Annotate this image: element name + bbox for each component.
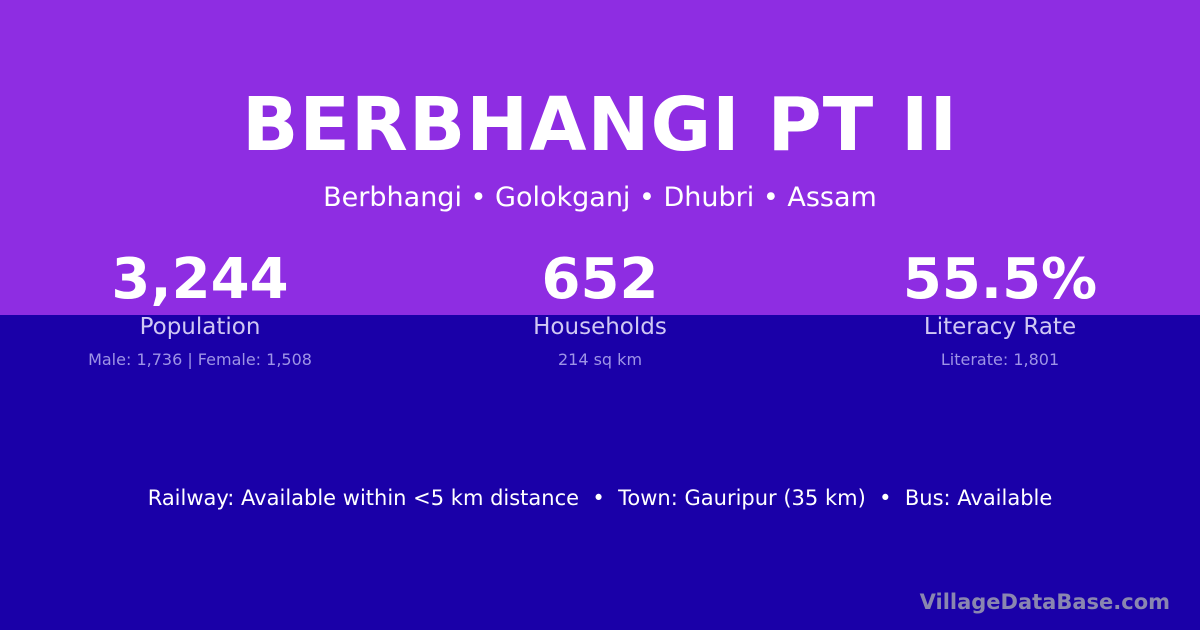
location-breadcrumb: Berbhangi • Golokganj • Dhubri • Assam [323, 182, 877, 213]
stat-detail: 214 sq km [557, 350, 643, 369]
body-band [0, 315, 1200, 630]
stat-value: 652 [541, 247, 659, 312]
stat-detail: Literate: 1,801 [940, 350, 1060, 369]
stat-literacy: 55.5% Literacy Rate Literate: 1,801 [800, 247, 1200, 370]
stat-detail: Male: 1,736 | Female: 1,508 [88, 350, 312, 369]
village-title: BERBHANGI PT II [241, 82, 959, 168]
site-watermark: VillageDataBase.com [919, 590, 1170, 614]
stat-label: Households [533, 314, 667, 340]
header-band [0, 0, 1200, 315]
stat-households: 652 Households 214 sq km [400, 247, 800, 370]
stat-label: Population [139, 314, 261, 340]
stat-value: 3,244 [111, 247, 289, 312]
stat-value: 55.5% [902, 247, 1098, 312]
connectivity-facts: Railway: Available within <5 km distance… [147, 486, 1053, 510]
stat-population: 3,244 Population Male: 1,736 | Female: 1… [0, 247, 400, 370]
stat-label: Literacy Rate [923, 314, 1077, 340]
